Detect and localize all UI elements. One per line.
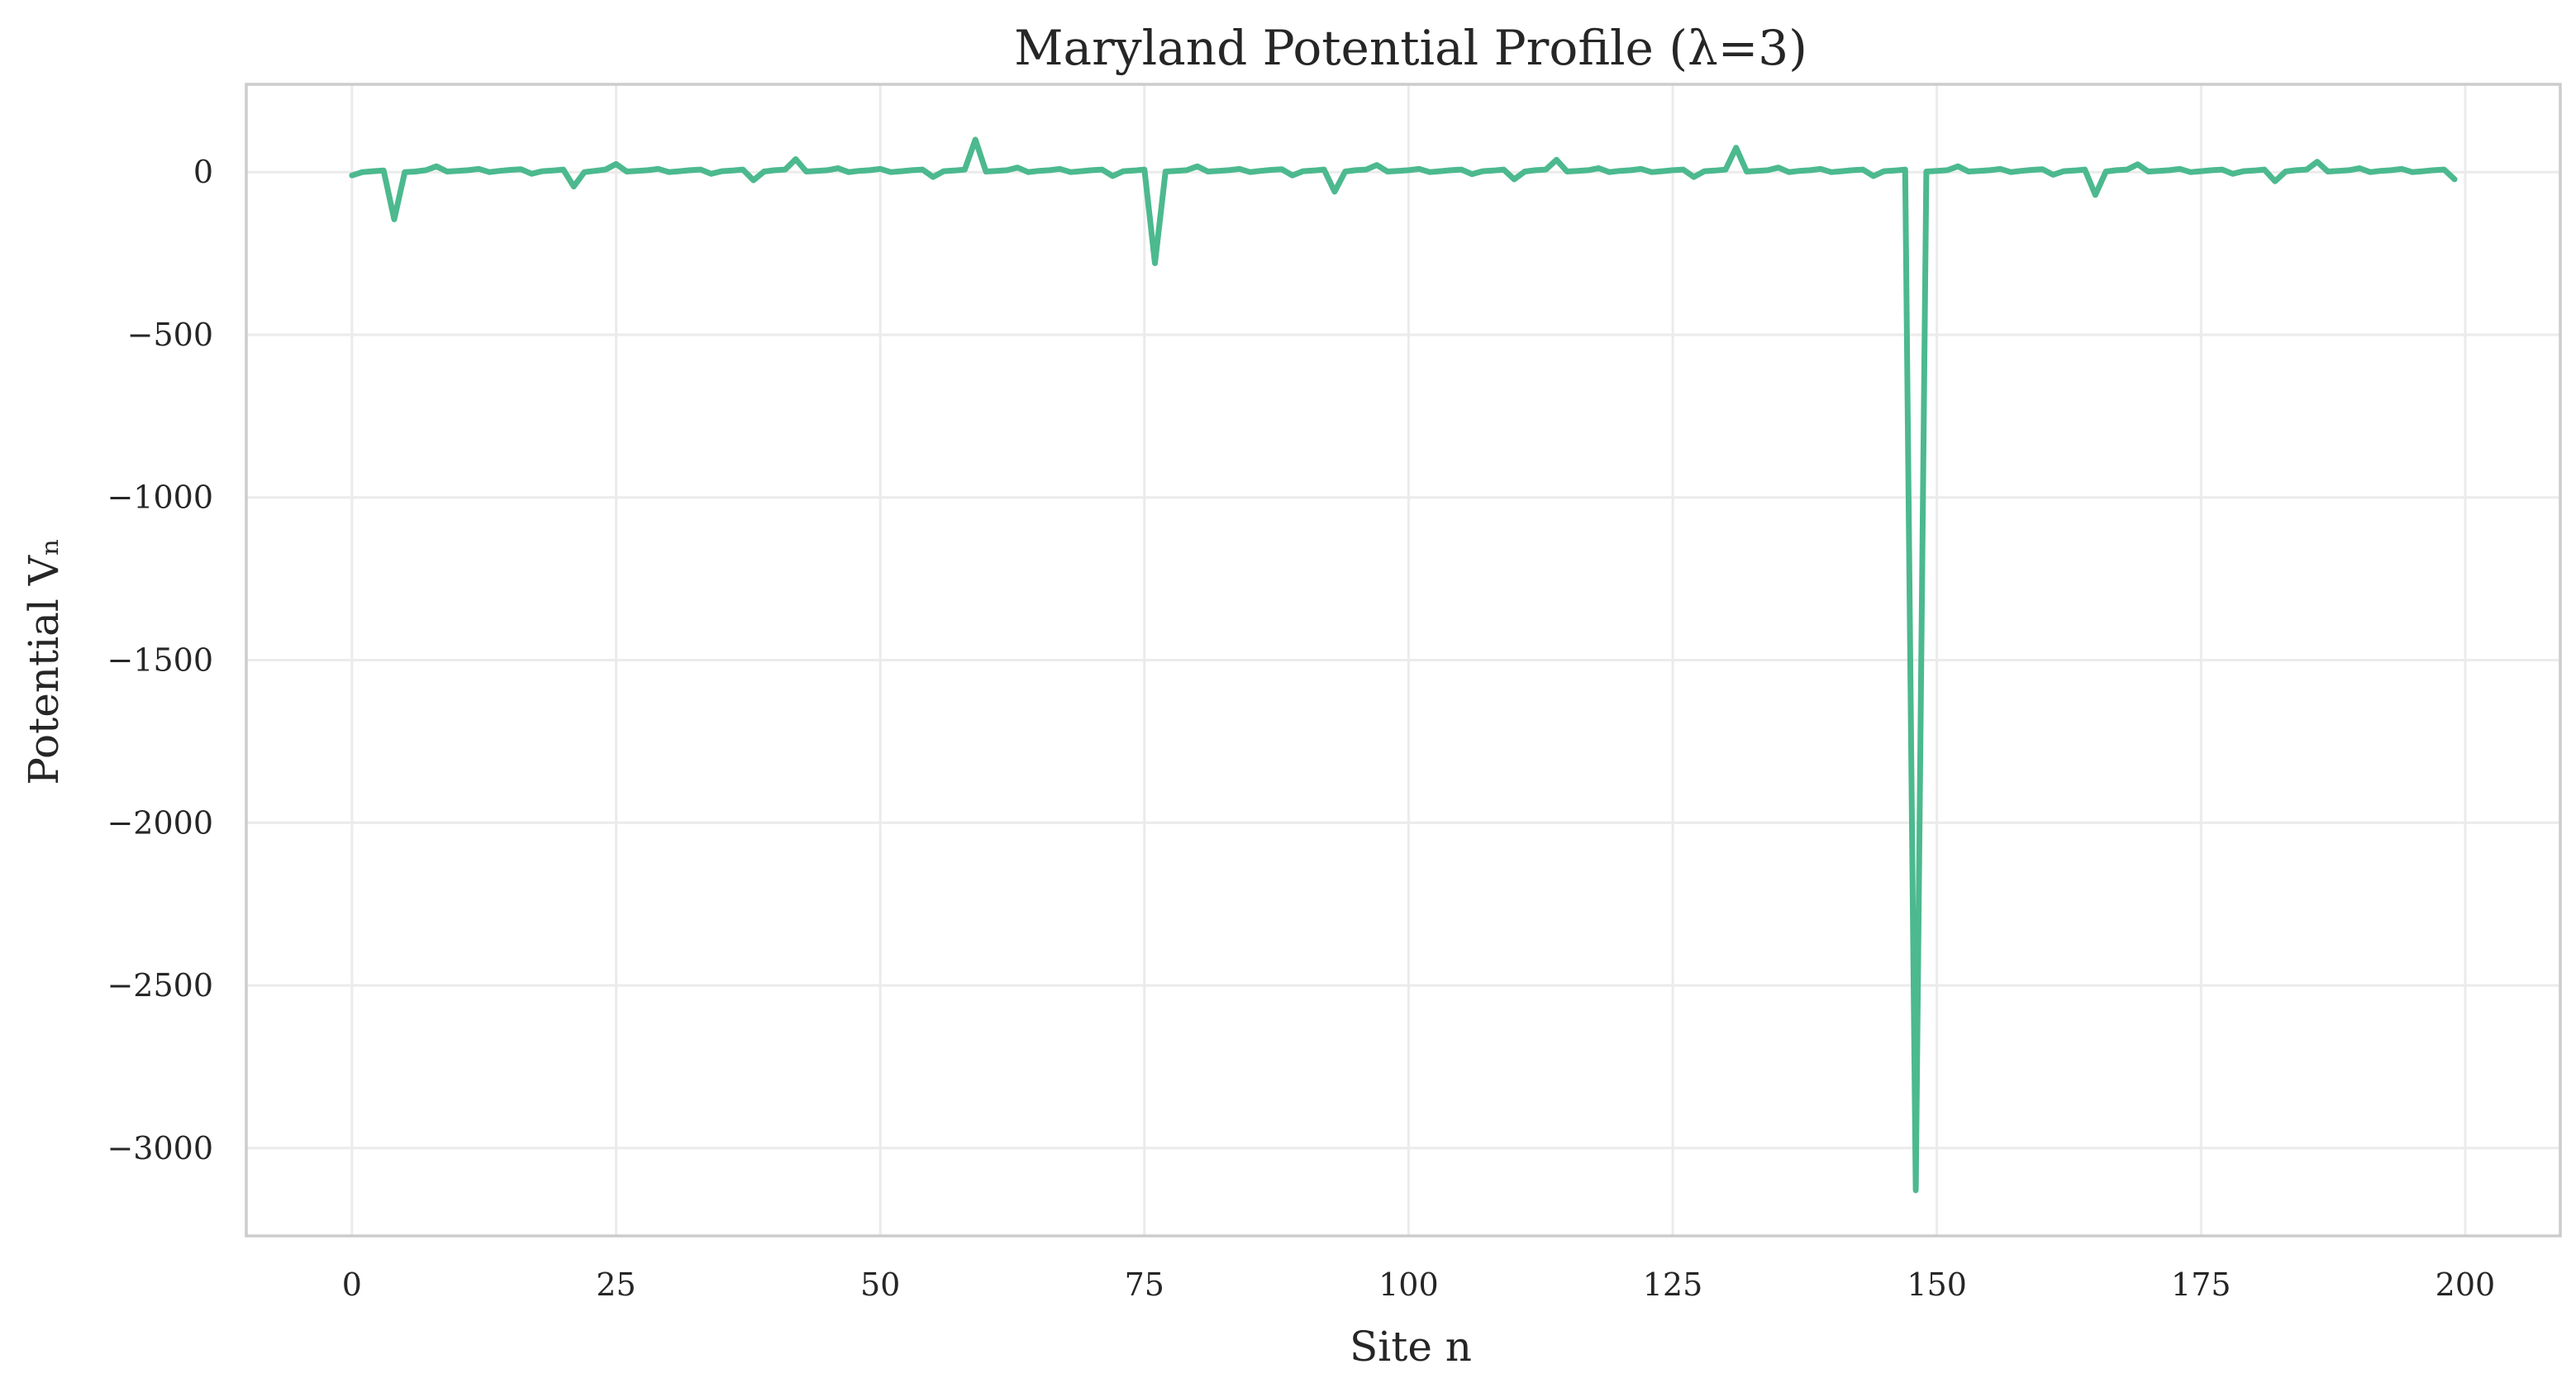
series-line (349, 136, 2458, 1194)
x-tick-label: 150 (1907, 1266, 1967, 1303)
y-tick-label: 0 (193, 154, 213, 190)
y-tick-label: −1000 (107, 479, 213, 516)
x-tick-label: 175 (2171, 1266, 2231, 1303)
x-axis-ticks: 0 25 50 75 100 125 150 175 200 (342, 1266, 2495, 1303)
y-tick-label: −2500 (107, 967, 213, 1004)
y-tick-label: −1500 (107, 642, 213, 679)
chart-title: Maryland Potential Profile (λ=3) (1014, 20, 1807, 76)
x-tick-label: 125 (1643, 1266, 1703, 1303)
x-tick-label: 25 (596, 1266, 636, 1303)
y-axis-ticks: 0 −500 −1000 −1500 −2000 −2500 −3000 (107, 154, 213, 1166)
x-axis-label: Site n (1350, 1323, 1472, 1371)
y-axis-label: Potential Vₙ (20, 537, 68, 785)
x-tick-label: 0 (342, 1266, 362, 1303)
y-tick-label: −500 (127, 317, 213, 353)
plot-frame (245, 83, 2562, 1238)
x-tick-label: 100 (1378, 1266, 1439, 1303)
y-tick-label: −2000 (107, 804, 213, 841)
plot-area (349, 136, 2458, 1194)
x-tick-label: 75 (1125, 1266, 1164, 1303)
x-tick-label: 200 (2436, 1266, 2496, 1303)
x-tick-label: 50 (860, 1266, 900, 1303)
y-tick-label: −3000 (107, 1130, 213, 1166)
